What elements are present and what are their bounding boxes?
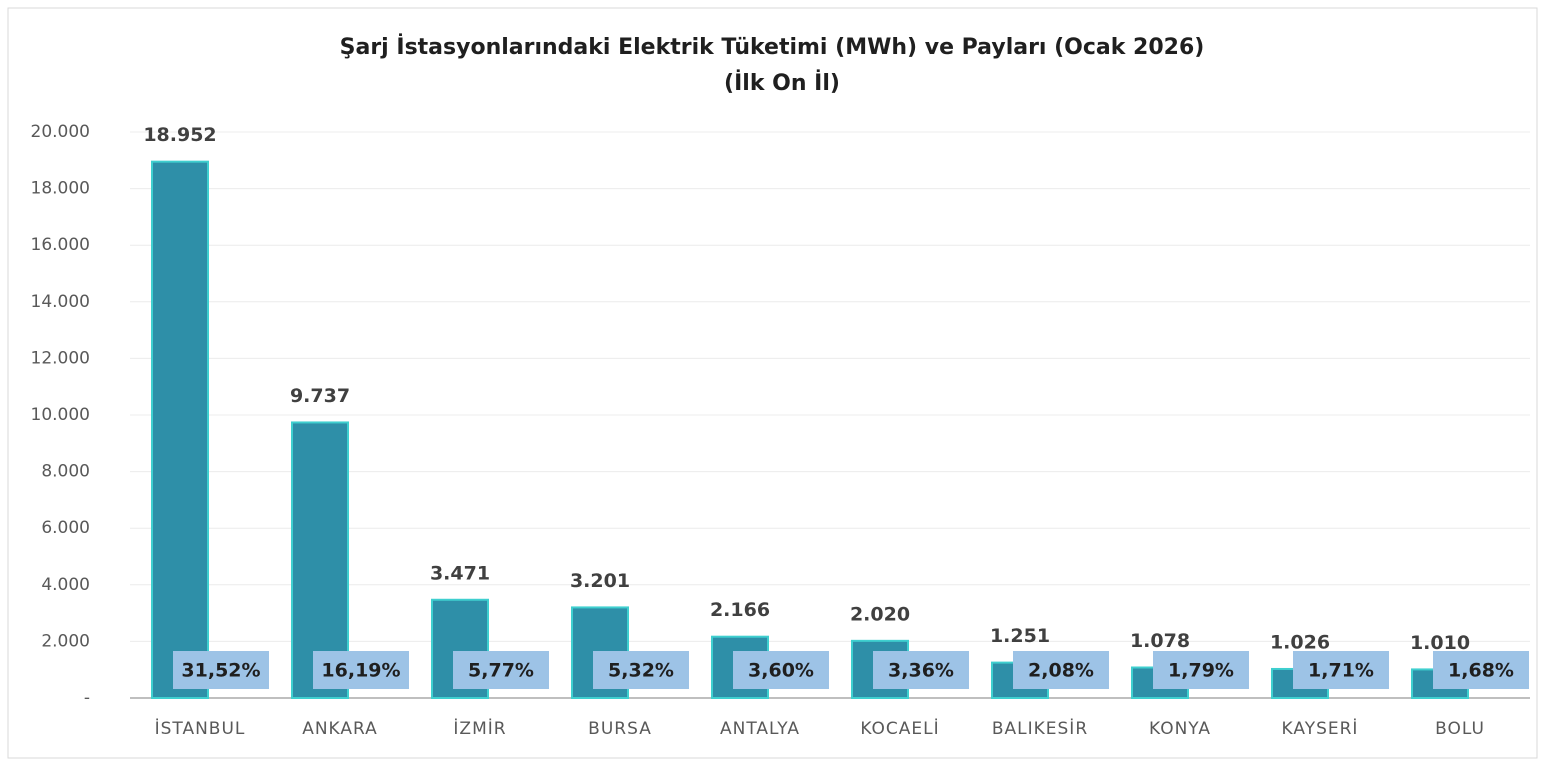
share-label: 1,68% bbox=[1448, 660, 1514, 682]
chart-subtitle: (İlk On İl) bbox=[724, 70, 840, 96]
y-tick-label: 8.000 bbox=[41, 462, 90, 482]
chart-title: Şarj İstasyonlarındaki Elektrik Tüketimi… bbox=[340, 34, 1205, 60]
x-tick-label: KONYA bbox=[1149, 719, 1211, 739]
value-label: 1.026 bbox=[1270, 631, 1330, 653]
share-label: 1,79% bbox=[1168, 660, 1234, 682]
share-label: 3,36% bbox=[888, 660, 954, 682]
y-tick-label: - bbox=[84, 688, 90, 708]
y-tick-label: 14.000 bbox=[31, 292, 90, 312]
share-box bbox=[1013, 651, 1109, 689]
bar bbox=[151, 160, 209, 700]
x-tick-label: ANKARA bbox=[302, 719, 378, 739]
value-label: 18.952 bbox=[143, 124, 216, 146]
x-tick-label: KAYSERİ bbox=[1282, 718, 1359, 739]
share-box bbox=[1293, 651, 1389, 689]
y-tick-label: 16.000 bbox=[31, 235, 90, 255]
share-box bbox=[313, 651, 409, 689]
y-tick-label: 10.000 bbox=[31, 405, 90, 425]
y-tick-label: 12.000 bbox=[31, 348, 90, 368]
value-label: 3.201 bbox=[570, 570, 630, 592]
share-box bbox=[453, 651, 549, 689]
x-tick-label: BOLU bbox=[1435, 719, 1485, 739]
share-label: 16,19% bbox=[321, 660, 400, 682]
value-label: 1.078 bbox=[1130, 630, 1190, 652]
y-tick-label: 4.000 bbox=[41, 575, 90, 595]
y-tick-label: 18.000 bbox=[31, 179, 90, 199]
share-box bbox=[873, 651, 969, 689]
share-box bbox=[593, 651, 689, 689]
value-label: 3.471 bbox=[430, 562, 490, 584]
share-box bbox=[1153, 651, 1249, 689]
share-label: 2,08% bbox=[1028, 660, 1094, 682]
value-label: 9.737 bbox=[290, 385, 350, 407]
value-label: 1.251 bbox=[990, 625, 1050, 647]
x-tick-label: ANTALYA bbox=[720, 719, 800, 739]
x-tick-label: BALIKESİR bbox=[992, 718, 1088, 739]
share-label: 1,71% bbox=[1308, 660, 1374, 682]
share-label: 5,77% bbox=[468, 660, 534, 682]
share-box bbox=[733, 651, 829, 689]
value-label: 2.020 bbox=[850, 603, 910, 625]
share-label: 3,60% bbox=[748, 660, 814, 682]
share-label: 31,52% bbox=[181, 660, 260, 682]
x-tick-label: İSTANBUL bbox=[155, 718, 246, 739]
share-label: 5,32% bbox=[608, 660, 674, 682]
x-tick-label: İZMİR bbox=[453, 718, 506, 739]
x-tick-label: KOCAELİ bbox=[860, 718, 939, 739]
y-tick-label: 6.000 bbox=[41, 518, 90, 538]
share-box bbox=[1433, 651, 1529, 689]
x-tick-label: BURSA bbox=[588, 719, 652, 739]
y-tick-label: 2.000 bbox=[41, 631, 90, 651]
value-label: 1.010 bbox=[1410, 632, 1470, 654]
chart-frame bbox=[7, 7, 1538, 759]
share-box bbox=[173, 651, 269, 689]
y-tick-label: 20.000 bbox=[31, 122, 90, 142]
value-label: 2.166 bbox=[710, 599, 770, 621]
